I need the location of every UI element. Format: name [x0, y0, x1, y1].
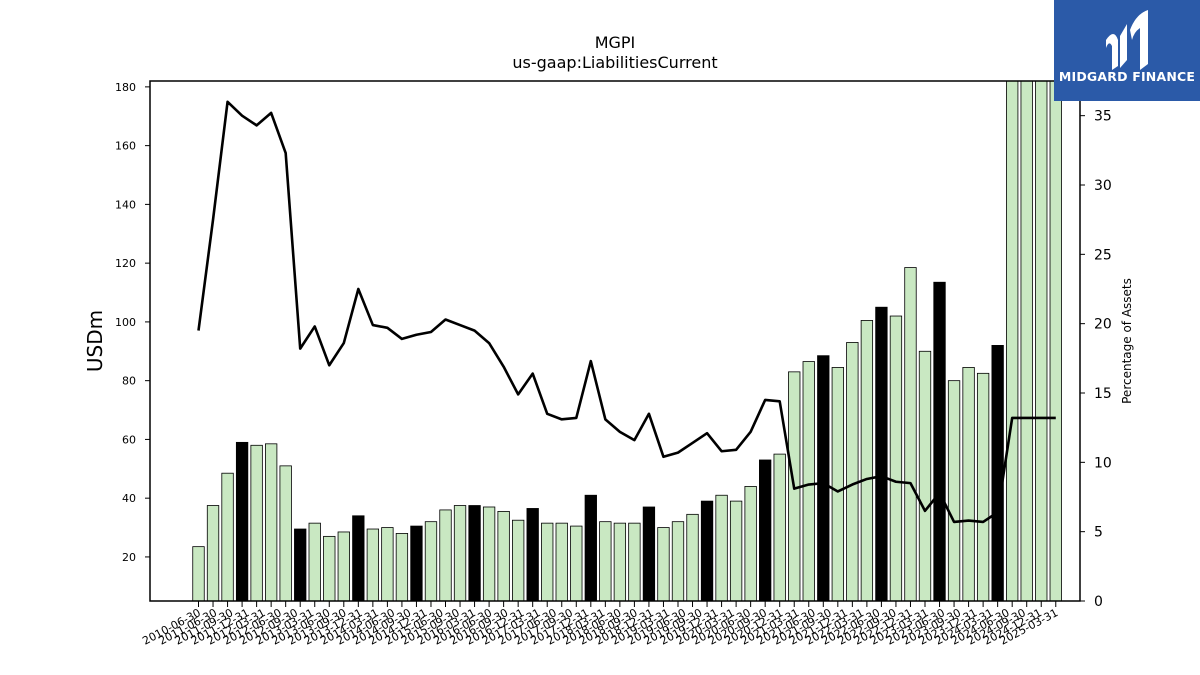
bar [613, 522, 627, 602]
bar [1035, 80, 1048, 602]
y2-tick-label: 15 [1094, 386, 1112, 402]
bar [991, 345, 1004, 602]
bar-series [192, 80, 1062, 602]
bar [264, 443, 278, 602]
y-axis-left: 20 40 60 80 100 120 140 160 180 [115, 81, 150, 564]
bar [337, 531, 350, 602]
bar [686, 513, 699, 602]
y-tick-label: 60 [122, 433, 136, 446]
bar [570, 525, 583, 602]
y-tick-label: 20 [122, 551, 136, 564]
bar [817, 355, 830, 602]
bar [308, 522, 321, 602]
bar [671, 521, 685, 602]
bar [192, 546, 205, 602]
y2-tick-label: 30 [1094, 178, 1112, 194]
y2-tick-label: 35 [1094, 109, 1112, 125]
bar [846, 342, 859, 602]
bar [918, 350, 932, 602]
bar [1006, 80, 1019, 602]
bar [759, 459, 772, 602]
bar [947, 380, 961, 602]
bar [221, 472, 234, 602]
y-tick-label: 160 [115, 140, 136, 153]
y2-tick-label: 25 [1094, 247, 1112, 263]
logo-text: MIDGARD FINANCE [1058, 69, 1196, 84]
bar [381, 527, 394, 602]
y-axis-label: USDm [83, 310, 107, 372]
y-tick-label: 40 [122, 492, 136, 505]
bar [453, 505, 467, 602]
bar [904, 267, 917, 602]
y-tick-label: 140 [115, 198, 136, 211]
bar [1020, 80, 1033, 602]
y-tick-label: 120 [115, 257, 136, 270]
chart-subtitle: us-gaap:LiabilitiesCurrent [512, 53, 717, 72]
bar [744, 486, 757, 602]
bar [933, 281, 946, 602]
line-series [197, 100, 1056, 524]
bar [860, 320, 874, 602]
bar [555, 522, 568, 602]
bar [468, 505, 481, 602]
bar [439, 509, 452, 602]
bar [366, 528, 380, 602]
bar [889, 315, 903, 602]
y-tick-label: 100 [115, 316, 136, 329]
bar [657, 527, 670, 602]
bar [976, 372, 990, 602]
y2-tick-label: 5 [1094, 525, 1103, 541]
bar [628, 522, 641, 602]
bar [700, 500, 714, 602]
y2-tick-label: 20 [1094, 317, 1112, 333]
bar [526, 508, 539, 602]
bar [323, 535, 336, 602]
bar [802, 361, 815, 602]
bar [715, 494, 728, 602]
bar [294, 528, 307, 602]
bar [512, 519, 525, 602]
bar [352, 515, 365, 602]
bar [395, 533, 409, 602]
x-axis: 2010-06-302011-06-302011-09-302011-12-31… [140, 601, 1060, 648]
y2-axis-label: Percentage of Assets [1120, 278, 1134, 404]
chart-title: MGPI [595, 33, 636, 52]
bar [279, 465, 292, 602]
bar [410, 525, 423, 602]
bar [1049, 80, 1062, 602]
logo-mark-icon [1106, 10, 1148, 70]
line-path [197, 100, 1056, 524]
bar [497, 510, 510, 602]
bar [541, 522, 554, 602]
y2-tick-label: 10 [1094, 455, 1112, 471]
bar [642, 506, 656, 602]
bar [235, 441, 249, 602]
plot-frame [149, 80, 1081, 602]
y-tick-label: 80 [122, 375, 136, 388]
y-tick-label: 180 [115, 81, 136, 94]
bar [773, 453, 786, 602]
bar [962, 367, 975, 602]
bar [729, 500, 743, 602]
bar [875, 306, 888, 602]
bar [424, 521, 438, 602]
bar [831, 367, 844, 602]
bar [482, 506, 496, 602]
y-axis-right: 0 5 10 15 20 25 30 35 [1080, 109, 1112, 610]
y2-tick-label: 0 [1094, 594, 1103, 610]
bar [250, 444, 263, 602]
brand-logo: MIDGARD FINANCE [1054, 0, 1200, 101]
bar [584, 494, 597, 602]
bar [206, 505, 220, 602]
bar [599, 521, 612, 602]
